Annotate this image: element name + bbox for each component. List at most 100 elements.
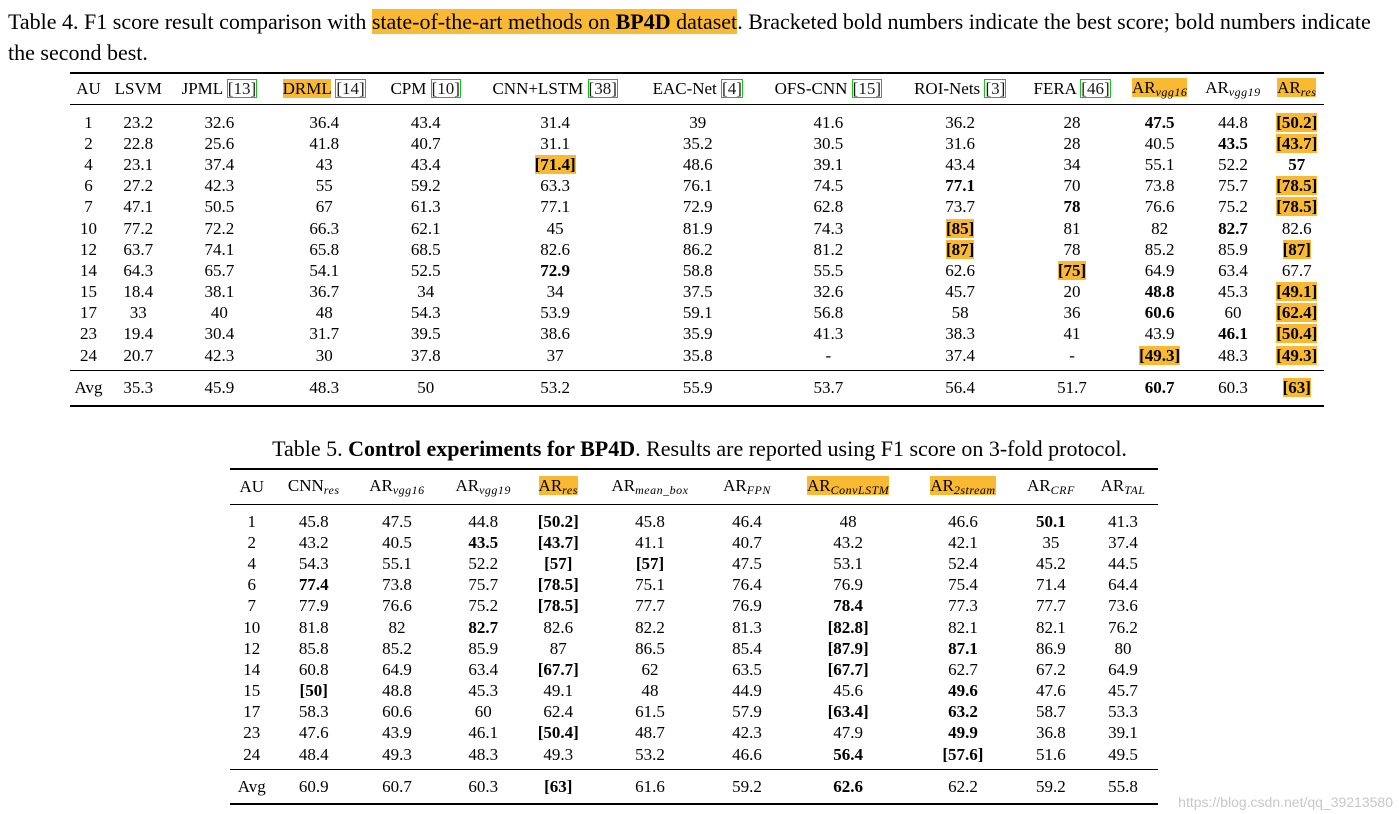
- best-value: [49.3]: [1276, 345, 1318, 365]
- table-cell: 60.8: [298, 659, 329, 679]
- column-header: CNNres: [274, 469, 354, 505]
- citation-link[interactable]: [14]: [336, 79, 365, 98]
- table-cell: 82: [1151, 218, 1169, 238]
- citation-link[interactable]: [13]: [227, 79, 257, 98]
- column-header-label: DRML: [282, 79, 332, 98]
- table-cell: 68.5: [410, 239, 441, 259]
- table-cell: 50.5: [204, 197, 235, 217]
- table-cell: 59.1: [682, 303, 713, 323]
- table-cell: 41.6: [813, 112, 844, 132]
- table-cell: 48.4: [298, 744, 329, 764]
- best-value: [43.7]: [537, 532, 579, 552]
- table-cell: 43.5: [1196, 133, 1269, 154]
- table-cell: 52.5: [410, 260, 441, 280]
- table-cell: 62: [641, 659, 659, 679]
- column-header: JPML [13]: [169, 73, 269, 105]
- second-best-value: 82.7: [468, 617, 499, 637]
- table-cell: [49.3]: [1123, 345, 1196, 371]
- column-header: ARres: [526, 469, 590, 505]
- column-header: OFS-CNN [15]: [757, 73, 899, 105]
- table4-caption: Table 4. F1 score result comparison with…: [8, 9, 1371, 65]
- second-best-value: 60.7: [1144, 378, 1175, 398]
- citation-link[interactable]: [10]: [431, 79, 460, 98]
- table-cell: 48: [315, 303, 333, 323]
- table-cell: [71.4]: [472, 154, 638, 175]
- citation-link[interactable]: [4]: [722, 79, 742, 98]
- table-cell: 23.2: [123, 112, 154, 132]
- table-row: 1 45.8 47.5 44.8 [50.2] 45.8 46.4 48 46.6 50.1 41.…: [230, 505, 1158, 533]
- table-cell: [43.7]: [1270, 133, 1324, 154]
- column-header-label: JPML: [181, 79, 227, 98]
- column-header: ARConvLSTM: [784, 469, 912, 505]
- citation-link[interactable]: [3]: [985, 79, 1006, 98]
- second-best-value: 78: [1063, 197, 1081, 217]
- column-header-subscript: CRF: [1050, 483, 1075, 497]
- table-cell: 53.7: [813, 378, 844, 398]
- table-cell: 27.2: [123, 176, 154, 196]
- table-cell: 41.1: [635, 532, 665, 552]
- table5-avg: Avg 60.9 60.7 60.3 [63] 61.6 59.2 62.6 62.2 59.2 5…: [230, 769, 1158, 805]
- table-cell: 24: [243, 744, 261, 764]
- table-cell: 65.7: [204, 260, 235, 280]
- table-cell: 87: [549, 638, 567, 658]
- column-header-label: ARmean_box: [611, 476, 689, 497]
- table-cell: [87]: [1270, 239, 1324, 260]
- table-cell: 45.2: [1036, 553, 1066, 573]
- column-header: AR2stream: [912, 469, 1014, 505]
- table-cell: 62.7: [948, 659, 978, 679]
- table-cell: 77.7: [635, 596, 665, 616]
- best-value: [50.2]: [1276, 112, 1318, 132]
- table-cell: [87]: [899, 239, 1021, 260]
- table-row: 2 43.2 40.5 43.5 [43.7] 41.1 40.7 43.2 42.1 35 37.…: [230, 532, 1158, 553]
- column-header: ARres: [1270, 73, 1324, 105]
- table-cell: 72.9: [682, 197, 713, 217]
- citation-link[interactable]: [46]: [1081, 79, 1110, 98]
- table5-caption: Table 5. Control experiments for BP4D. R…: [272, 436, 1127, 461]
- table-cell: 85.4: [732, 638, 762, 658]
- table5-header-row: AU CNNres ARvgg16 ARvgg19 ARres ARmean_box ARF…: [230, 469, 1158, 505]
- best-value: [50.2]: [537, 511, 579, 531]
- table-cell: 62.6: [945, 260, 976, 280]
- table-cell: 53.2: [635, 744, 665, 764]
- table-cell: [78.5]: [526, 596, 590, 617]
- best-value: [50]: [299, 681, 328, 701]
- caption-highlight: state-of-the-art methods on BP4D dataset: [371, 9, 738, 34]
- table-cell: 43.5: [440, 532, 526, 553]
- table-cell: 40.7: [732, 532, 762, 552]
- table-row: 1 23.2 32.6 36.4 43.4 31.4 39 41.6 36.2 28 47.5 44.…: [70, 105, 1324, 134]
- citation-link[interactable]: [38]: [588, 79, 617, 98]
- table-row: 12 63.7 74.1 65.8 68.5 82.6 86.2 81.2 [87] 78 85.2…: [70, 239, 1324, 260]
- table-cell: 31.4: [540, 112, 571, 132]
- table-cell: 75.2: [468, 596, 499, 616]
- table-cell: 75.4: [948, 575, 978, 595]
- table-cell: 47.9: [833, 723, 863, 743]
- column-header-subscript: res: [1300, 85, 1317, 99]
- table-cell: 76.2: [1108, 617, 1138, 637]
- best-value: [71.4]: [534, 154, 576, 174]
- table-row: 17 58.3 60.6 60 62.4 61.5 57.9 [63.4] 63.2 58.7 53…: [230, 702, 1158, 723]
- table-cell: 52.2: [468, 553, 499, 573]
- table-cell: 15: [80, 282, 98, 302]
- table-cell: 77.9: [298, 596, 329, 616]
- table-cell: 55.9: [682, 378, 713, 398]
- table-cell: 42.3: [732, 723, 762, 743]
- table-cell: 12: [243, 638, 261, 658]
- table-cell: 48.3: [309, 378, 340, 398]
- table-cell: 64.9: [382, 659, 412, 679]
- table-cell: 1: [247, 511, 257, 531]
- table-cell: 56.8: [813, 303, 844, 323]
- column-header: ARTAL: [1088, 469, 1158, 505]
- table-cell: 81: [1063, 218, 1081, 238]
- second-best-value: 78.4: [833, 596, 863, 616]
- second-best-value: 60.6: [1144, 303, 1175, 323]
- table-cell: 40.5: [382, 532, 412, 552]
- table-cell: 54.3: [298, 553, 329, 573]
- table4-header-row: AU LSVM JPML [13] DRML [14] CPM [10] CNN+LSTM…: [70, 73, 1324, 105]
- second-best-value: 46.1: [1218, 324, 1248, 344]
- citation-link[interactable]: [15]: [852, 79, 881, 98]
- table-cell: 45.3: [1218, 282, 1248, 302]
- table-cell: 85.9: [468, 638, 499, 658]
- table-cell: 82.2: [635, 617, 665, 637]
- column-header-label: CNNres: [287, 476, 340, 497]
- table-cell: 49.9: [912, 723, 1014, 744]
